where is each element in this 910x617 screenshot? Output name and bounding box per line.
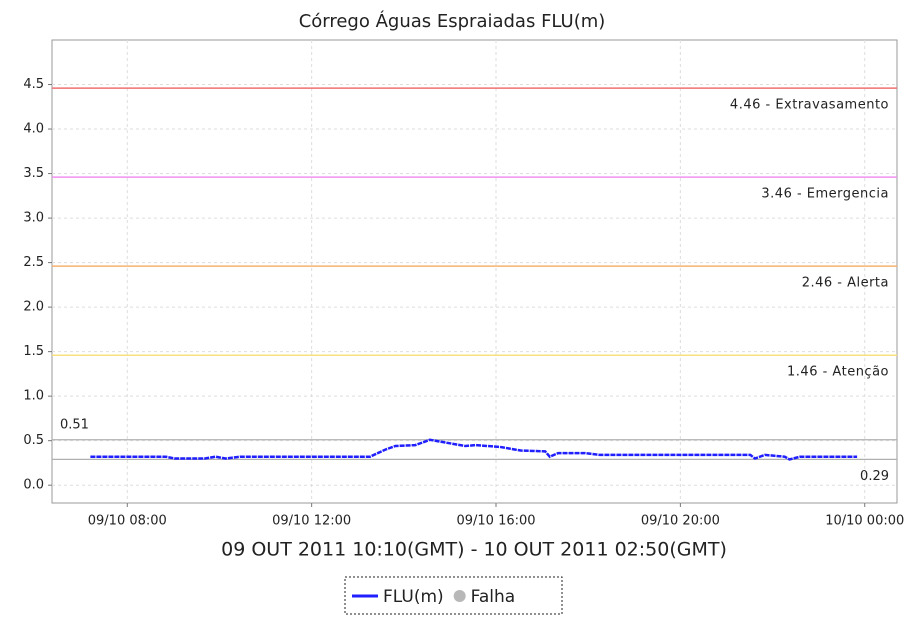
x-tick-label: 09/10 08:00 <box>88 514 167 529</box>
x-tick-label: 09/10 20:00 <box>641 514 720 529</box>
threshold-label: 4.46 - Extravasamento <box>730 98 889 113</box>
y-tick-label: 2.5 <box>23 255 44 270</box>
reference-label: 0.29 <box>860 469 889 484</box>
x-tick-label: 09/10 16:00 <box>456 514 535 529</box>
x-tick-label: 09/10 12:00 <box>272 514 351 529</box>
y-tick-label: 0.5 <box>23 433 44 448</box>
y-tick-label: 4.5 <box>23 77 44 92</box>
legend-box <box>344 576 563 615</box>
y-tick-label: 0.0 <box>23 478 44 493</box>
reference-label: 0.51 <box>60 417 89 432</box>
plot-area <box>51 39 898 504</box>
legend-label: FLU(m) <box>383 587 444 607</box>
x-axis-label: 09 OUT 2011 10:10(GMT) - 10 OUT 2011 02:… <box>221 539 727 561</box>
x-tick-label: 10/10 00:00 <box>825 514 904 529</box>
y-tick-label: 4.0 <box>23 122 44 137</box>
y-tick-label: 3.5 <box>23 166 44 181</box>
threshold-label: 3.46 - Emergencia <box>761 187 889 202</box>
data-line <box>90 438 858 461</box>
threshold-label: 1.46 - Atenção <box>787 365 889 380</box>
chart-title: Córrego Águas Espraiadas FLU(m) <box>299 10 606 32</box>
threshold-label: 2.46 - Alerta <box>802 276 889 291</box>
y-tick-label: 2.0 <box>23 300 44 315</box>
y-tick-label: 1.5 <box>23 344 44 359</box>
legend-swatch <box>453 590 466 602</box>
legend-label: Falha <box>471 587 516 607</box>
y-tick-label: 3.0 <box>23 211 44 226</box>
y-tick-label: 1.0 <box>23 389 44 404</box>
